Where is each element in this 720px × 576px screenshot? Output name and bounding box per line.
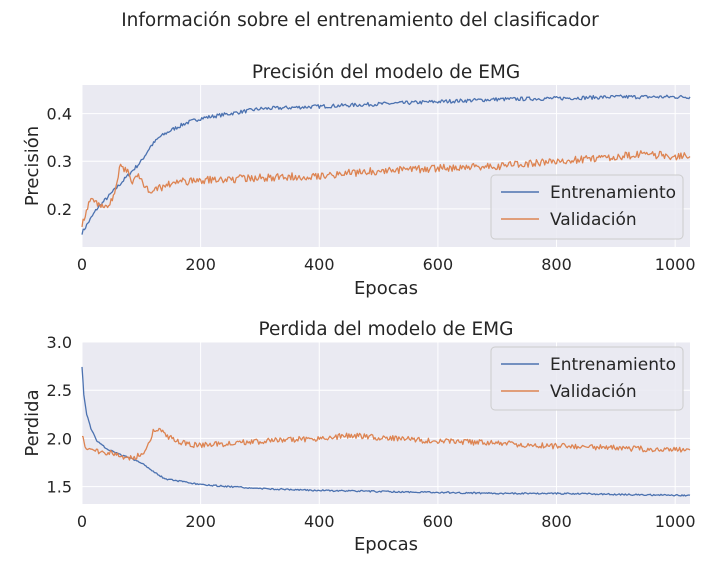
loss-x-tick-label: 1000 — [655, 512, 696, 531]
accuracy-y-tick-label: 0.2 — [47, 200, 72, 219]
loss-y-tick-label: 2.5 — [47, 381, 72, 400]
accuracy-series-train-line — [81, 94, 691, 235]
accuracy-legend-val-label: Validación — [550, 210, 637, 230]
accuracy-series-lines — [81, 94, 691, 235]
loss-legend-box — [490, 346, 684, 411]
loss-y-axis-label: Perdida — [22, 389, 43, 456]
loss-x-tick-label: 400 — [304, 512, 335, 531]
accuracy-y-ticks: 0.2 0.3 0.4 — [47, 105, 72, 219]
loss-x-ticks: 0 200 400 600 800 1000 — [77, 512, 696, 531]
figure-suptitle: Información sobre el entrenamiento del c… — [121, 10, 599, 31]
loss-y-tick-label: 1.5 — [47, 478, 72, 497]
accuracy-x-tick-label: 1000 — [655, 255, 696, 274]
loss-x-tick-label: 800 — [541, 512, 572, 531]
accuracy-x-axis-label: Epocas — [354, 278, 418, 299]
loss-y-tick-label: 2.0 — [47, 429, 72, 448]
accuracy-series-val-line — [81, 150, 691, 228]
loss-series-val-line — [81, 427, 691, 461]
loss-x-tick-label: 0 — [77, 512, 87, 531]
accuracy-legend-box — [490, 174, 684, 240]
loss-legend: Entrenamiento Validación — [490, 346, 684, 411]
loss-y-tick-label: 3.0 — [47, 333, 72, 352]
loss-legend-val-label: Validación — [550, 382, 637, 402]
accuracy-chart-title: Precisión del modelo de EMG — [252, 62, 520, 83]
accuracy-x-tick-label: 0 — [77, 255, 87, 274]
accuracy-x-tick-label: 800 — [541, 255, 572, 274]
loss-series-train-line — [81, 366, 691, 497]
loss-x-tick-label: 200 — [185, 512, 216, 531]
accuracy-y-axis-label: Precisión — [22, 126, 43, 206]
accuracy-legend-train-label: Entrenamiento — [550, 183, 676, 203]
loss-x-axis-label: Epocas — [354, 534, 418, 555]
accuracy-chart: 0.2 0.3 0.4 0 200 400 600 800 1000 Precisión de… — [22, 62, 696, 299]
loss-chart: 1.5 2.0 2.5 3.0 0 200 400 600 800 1000 Perdida d… — [22, 319, 696, 555]
loss-series-lines — [81, 366, 691, 497]
accuracy-x-tick-label: 400 — [304, 255, 335, 274]
loss-chart-title: Perdida del modelo de EMG — [259, 319, 514, 340]
accuracy-x-tick-label: 600 — [423, 255, 454, 274]
accuracy-x-tick-label: 200 — [185, 255, 216, 274]
accuracy-legend: Entrenamiento Validación — [490, 174, 684, 240]
loss-x-tick-label: 600 — [423, 512, 454, 531]
accuracy-x-ticks: 0 200 400 600 800 1000 — [77, 255, 696, 274]
loss-y-ticks: 1.5 2.0 2.5 3.0 — [47, 333, 72, 497]
accuracy-y-tick-label: 0.3 — [47, 152, 72, 171]
accuracy-y-tick-label: 0.4 — [47, 105, 72, 124]
loss-legend-train-label: Entrenamiento — [550, 355, 676, 375]
